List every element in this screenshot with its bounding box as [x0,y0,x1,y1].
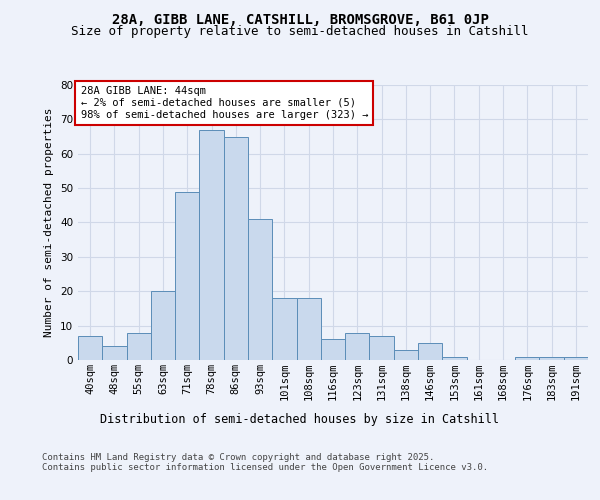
Bar [102,346,127,360]
Text: 28A GIBB LANE: 44sqm
← 2% of semi-detached houses are smaller (5)
98% of semi-de: 28A GIBB LANE: 44sqm ← 2% of semi-detach… [80,86,368,120]
Bar [248,219,272,360]
Bar [345,332,370,360]
Text: Distribution of semi-detached houses by size in Catshill: Distribution of semi-detached houses by … [101,412,499,426]
Bar [321,340,345,360]
Bar [272,298,296,360]
Bar [564,356,588,360]
Bar [515,356,539,360]
Text: Size of property relative to semi-detached houses in Catshill: Size of property relative to semi-detach… [71,25,529,38]
Bar [151,291,175,360]
Bar [224,136,248,360]
Bar [418,343,442,360]
Text: Contains HM Land Registry data © Crown copyright and database right 2025.
Contai: Contains HM Land Registry data © Crown c… [42,452,488,472]
Bar [127,332,151,360]
Bar [175,192,199,360]
Bar [394,350,418,360]
Bar [296,298,321,360]
Bar [199,130,224,360]
Bar [539,356,564,360]
Bar [78,336,102,360]
Bar [442,356,467,360]
Text: 28A, GIBB LANE, CATSHILL, BROMSGROVE, B61 0JP: 28A, GIBB LANE, CATSHILL, BROMSGROVE, B6… [112,12,488,26]
Bar [370,336,394,360]
Y-axis label: Number of semi-detached properties: Number of semi-detached properties [44,108,55,337]
